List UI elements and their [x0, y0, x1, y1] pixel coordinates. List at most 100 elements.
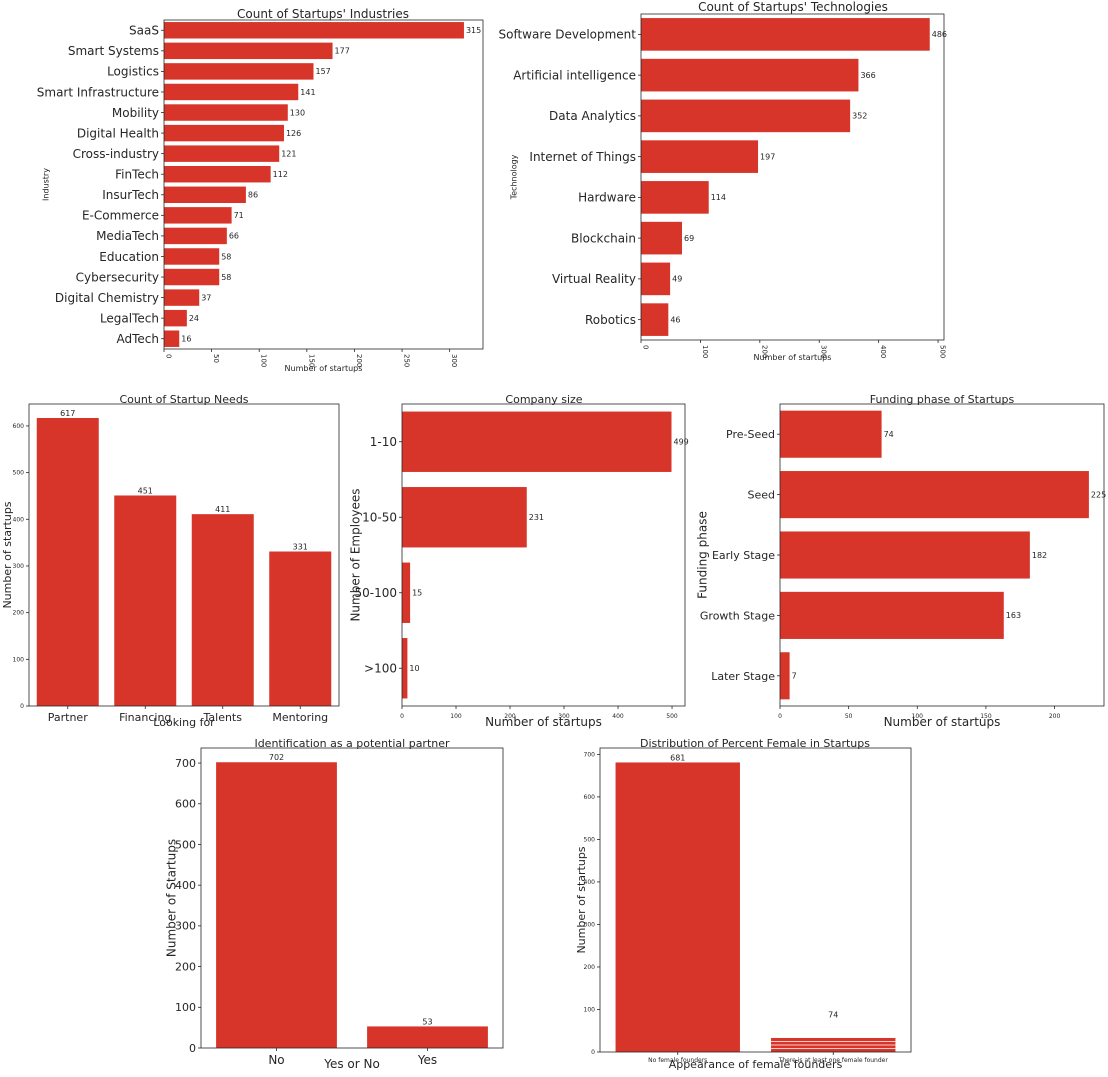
- bar-hardware: [641, 181, 709, 214]
- y-tick-label: 400: [175, 879, 196, 892]
- chart-title: Funding phase of Startups: [870, 393, 1015, 406]
- x-axis-label: Appearance of female founders: [669, 1058, 843, 1071]
- y-tick-label: Growth Stage: [700, 609, 775, 622]
- bar-mediatech: [164, 227, 227, 245]
- y-tick-label: 50-100: [354, 586, 397, 600]
- bar-no-female-founders: [615, 762, 740, 1052]
- y-tick-label: E-Commerce: [82, 209, 159, 223]
- bar-legaltech: [164, 309, 187, 327]
- value-label: 486: [932, 30, 947, 39]
- y-tick-label: InsurTech: [102, 188, 159, 202]
- bar-e-commerce: [164, 207, 232, 224]
- y-tick-label: 200: [13, 610, 25, 617]
- value-label: 617: [60, 409, 75, 418]
- y-tick-label: Education: [99, 250, 159, 264]
- y-axis-label: Technology: [510, 154, 519, 200]
- bar-yes: [367, 1026, 488, 1048]
- bar-data-analytics: [641, 99, 851, 133]
- value-label: 53: [422, 1017, 432, 1026]
- value-label: 225: [1091, 490, 1106, 499]
- plot-frame: [779, 403, 1105, 707]
- value-label: 499: [673, 438, 688, 447]
- x-tick-label: 0: [641, 345, 649, 349]
- plot-frame: [28, 403, 340, 707]
- x-tick-label: 300: [450, 354, 458, 367]
- y-tick-label: LegalTech: [100, 311, 159, 325]
- bar-internet-of-things: [641, 140, 759, 173]
- y-tick-label: 100: [584, 1007, 596, 1014]
- y-tick-label: Pre-Seed: [726, 428, 775, 441]
- value-label: 16: [181, 335, 191, 344]
- chart-title: Count of Startups' Industries: [237, 7, 409, 21]
- y-tick-label: Logistics: [107, 65, 159, 79]
- value-label: 157: [316, 67, 331, 76]
- bar-partner: [36, 418, 99, 706]
- y-tick-label: 500: [175, 838, 196, 851]
- bar-no: [216, 762, 337, 1048]
- y-tick-label: AdTech: [117, 332, 160, 346]
- y-tick-label: 600: [13, 423, 25, 430]
- bar-mentoring: [269, 551, 332, 706]
- value-label: 112: [273, 170, 288, 179]
- y-axis-label: Funding phase: [696, 511, 710, 599]
- x-tick-label: Mentoring: [272, 711, 328, 724]
- value-label: 197: [760, 152, 775, 161]
- y-tick-label: Smart Infrastructure: [37, 85, 159, 99]
- y-tick-label: 0: [189, 1042, 196, 1055]
- x-tick-label: Talents: [203, 711, 243, 724]
- value-label: 182: [1032, 551, 1047, 560]
- x-tick-label: Financing: [119, 711, 171, 724]
- value-label: 66: [229, 232, 239, 241]
- value-label: 15: [412, 589, 422, 598]
- bar--100: [402, 638, 408, 699]
- value-label: 126: [286, 129, 301, 138]
- chart-title: Identification as a potential partner: [254, 737, 450, 750]
- x-tick-label: 200: [760, 345, 768, 358]
- y-tick-label: 200: [175, 960, 196, 973]
- value-label: 114: [711, 193, 726, 202]
- y-tick-label: Mobility: [112, 106, 159, 120]
- bars: 315 177 157 141 130 126 121 112 86 71 66 58 58 37 24 16: [164, 22, 481, 347]
- y-tick-label: FinTech: [115, 168, 159, 182]
- x-tick-label: 0: [778, 713, 782, 720]
- bar-cross-industry: [164, 145, 280, 162]
- chart-company_size: Company size 499 231 15 10 1-10 10-50 50-100 >10…: [349, 393, 689, 729]
- x-tick-label: 0: [400, 713, 404, 720]
- x-tick-label: 300: [558, 713, 570, 720]
- value-label: 58: [221, 273, 231, 282]
- chart-funding: Funding phase of Startups 74 225 182 163 7 Pre…: [696, 393, 1107, 729]
- y-tick-label: 300: [175, 920, 196, 933]
- y-tick-label: Blockchain: [571, 231, 636, 245]
- plot-frame: [640, 13, 945, 341]
- y-tick-label: Robotics: [585, 313, 636, 327]
- y-tick-label: Artificial intelligence: [513, 68, 636, 82]
- x-tick-label: 200: [1049, 713, 1061, 720]
- y-tick-label: Seed: [748, 489, 776, 502]
- value-label: 141: [300, 88, 315, 97]
- bar-adtech: [164, 330, 180, 347]
- value-label: 451: [138, 486, 153, 495]
- y-tick-label: 500: [13, 470, 25, 477]
- x-tick-label: 500: [939, 345, 947, 358]
- chart-title: Distribution of Percent Female in Startu…: [640, 737, 870, 750]
- y-tick-label: SaaS: [129, 24, 159, 38]
- x-tick-label: 150: [980, 713, 992, 720]
- bar-insurtech: [164, 186, 246, 204]
- y-tick-label: 0: [591, 1049, 595, 1056]
- y-tick-label: Internet of Things: [529, 150, 636, 164]
- y-tick-label: 700: [175, 757, 196, 770]
- y-tick-label: 100: [175, 1001, 196, 1014]
- y-tick-label: Digital Chemistry: [55, 291, 159, 305]
- x-tick-label: Partner: [48, 711, 88, 724]
- value-label: 86: [248, 191, 258, 200]
- chart-technologies: Count of Startups' Technologies 486 366 352…: [499, 0, 948, 362]
- x-tick-label: 0: [164, 354, 172, 358]
- bar-talents: [191, 514, 254, 706]
- bar-fintech: [164, 165, 271, 183]
- value-label: 74: [884, 430, 894, 439]
- y-axis-label: Industry: [42, 168, 51, 201]
- bar-financing: [114, 495, 177, 706]
- y-axis-label: Number of startups: [575, 846, 588, 953]
- plot-frame: [401, 403, 686, 707]
